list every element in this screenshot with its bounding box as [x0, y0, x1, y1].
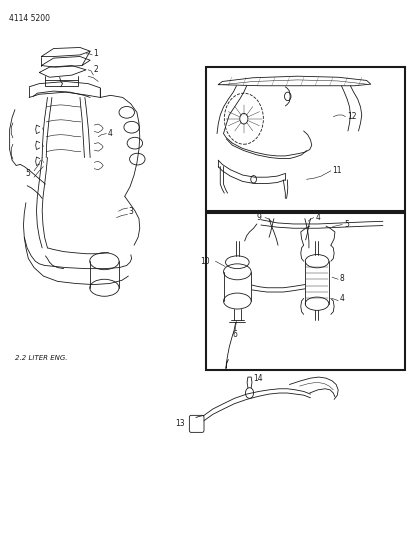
Text: 11: 11: [332, 166, 341, 175]
Text: 2.2 LITER ENG.: 2.2 LITER ENG.: [15, 354, 67, 360]
Text: 4114 5200: 4114 5200: [9, 14, 50, 23]
Text: 9: 9: [256, 213, 261, 222]
Text: 4: 4: [107, 129, 112, 138]
Text: 3: 3: [129, 207, 134, 216]
Text: 4: 4: [339, 294, 344, 303]
Text: 14: 14: [254, 374, 263, 383]
Text: 6: 6: [233, 330, 237, 339]
Text: 5: 5: [344, 220, 349, 229]
Text: 10: 10: [200, 257, 210, 265]
Text: 8: 8: [339, 273, 344, 282]
Text: 13: 13: [175, 419, 184, 429]
Bar: [206, 213, 405, 370]
Text: 5: 5: [25, 169, 30, 178]
Text: 12: 12: [347, 112, 357, 121]
Text: 2: 2: [93, 66, 98, 74]
Bar: [206, 67, 405, 211]
Text: 4: 4: [315, 213, 320, 222]
Text: 1: 1: [93, 50, 98, 58]
